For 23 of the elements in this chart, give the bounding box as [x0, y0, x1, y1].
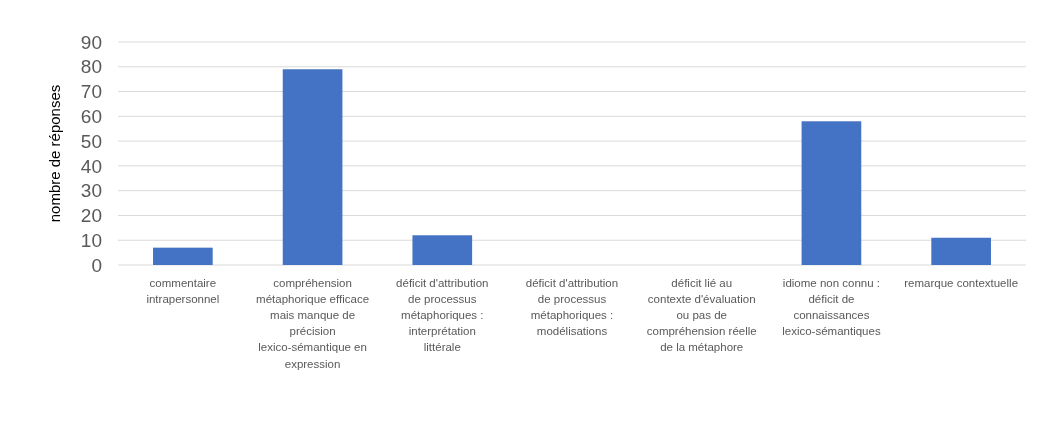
y-tick-label: 30	[80, 180, 102, 202]
y-tick-label: 80	[80, 56, 102, 78]
y-tick-label: 40	[80, 155, 102, 177]
bar	[282, 69, 343, 265]
y-axis-title: nombre de réponses	[46, 84, 63, 223]
bar	[412, 235, 473, 265]
y-tick-label: 50	[80, 130, 102, 152]
x-tick-label: compréhension métaphorique efficace mais manque de précision lexico-sémantique en expression	[256, 277, 370, 370]
y-tick-label: 0	[91, 254, 102, 276]
y-tick-label: 10	[80, 229, 102, 251]
y-tick-label: 70	[80, 81, 102, 103]
bar	[931, 237, 991, 265]
x-tick-label: déficit d'attribution de processus métaphoriques : modélisations	[525, 277, 619, 338]
y-tick-label: 90	[80, 31, 102, 53]
x-tick-label: commentaire intrapersonnel	[146, 277, 220, 306]
y-tick-label: 60	[80, 105, 102, 127]
x-tick-label: idiome non connu : déficit de connaissances lexico-sémantiques	[782, 277, 881, 338]
bar	[153, 247, 213, 265]
bar	[801, 121, 862, 265]
x-tick-label: déficit d'attribution de processus métaphoriques : interprétation littérale	[396, 277, 489, 354]
x-tick-label: déficit lié au contexte d'évaluation ou pas de compréhension réelle de la métaphore	[646, 277, 757, 354]
x-tick-label: remarque contextuelle	[904, 277, 1019, 289]
y-tick-label: 20	[80, 205, 102, 227]
